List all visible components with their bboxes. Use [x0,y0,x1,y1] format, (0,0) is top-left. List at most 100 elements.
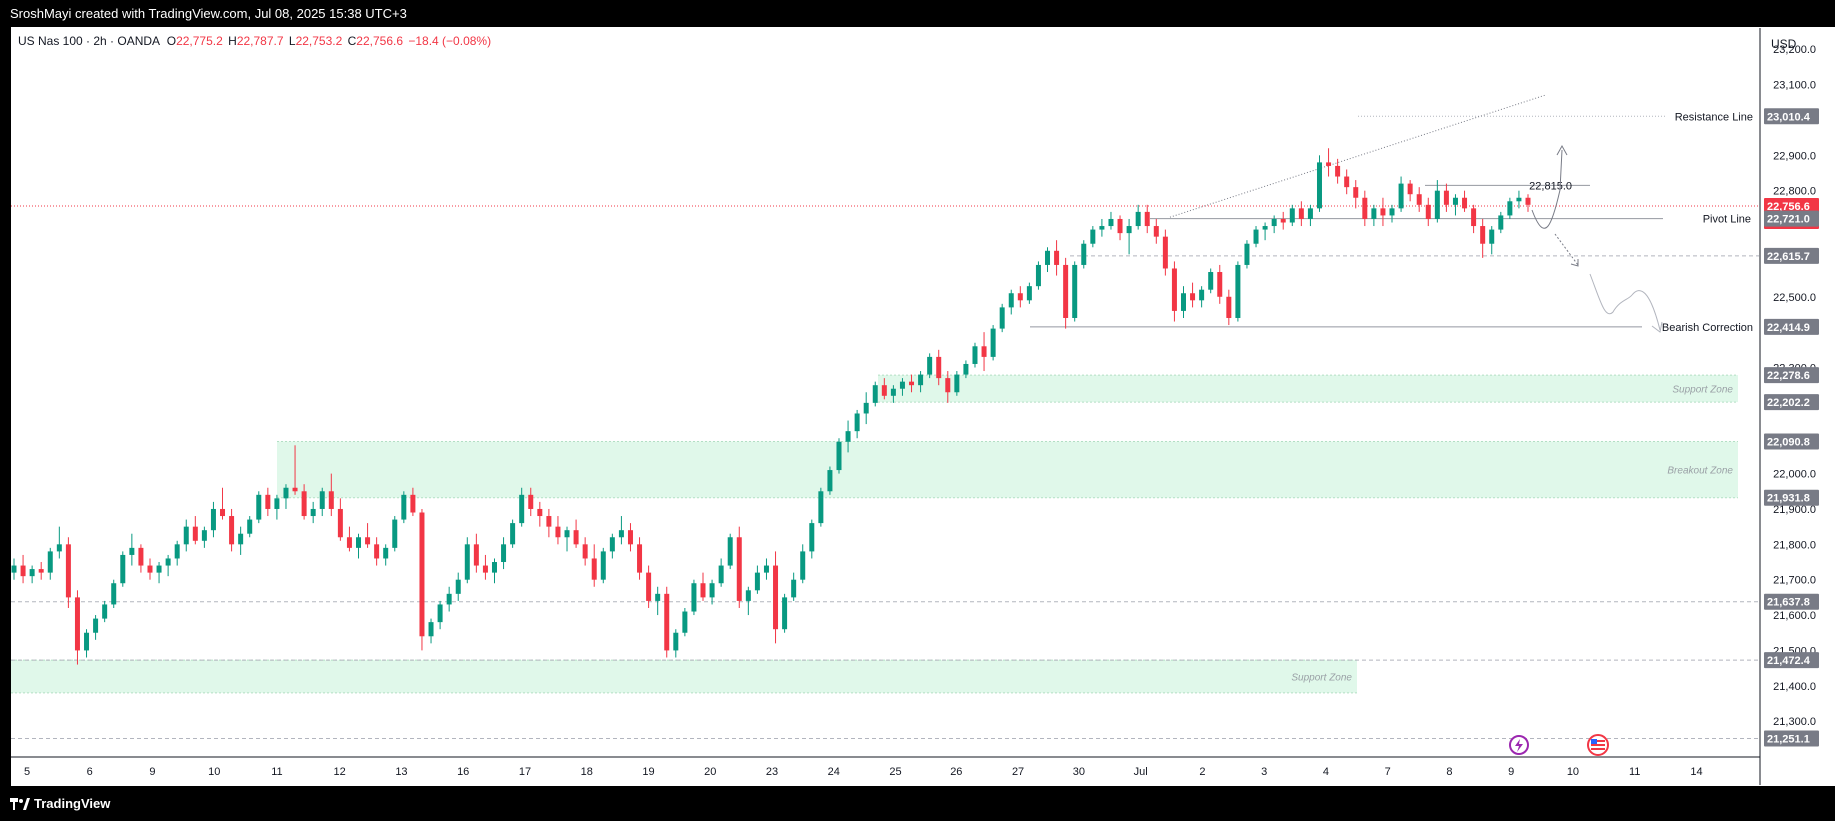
chart-area[interactable] [11,27,1835,786]
candle-body [437,604,443,623]
candle [763,558,769,580]
candle-body [691,583,697,612]
candle-body [1081,243,1087,265]
candle [899,378,905,396]
lightning-event-icon[interactable] [1509,735,1529,755]
candle [1371,204,1377,227]
candle [247,516,253,538]
candle-body [29,569,35,577]
candle-body [1271,218,1277,227]
candle [972,342,978,368]
bearish-arrow-head-1 [1570,259,1579,267]
candle-body [1072,264,1078,318]
high-label: H [228,34,237,48]
drawings-layer [1169,94,1663,333]
us-flag-stripe[interactable] [1591,744,1605,746]
candle-body [1008,293,1014,308]
candle [1425,197,1431,227]
candle-body [192,526,198,541]
price-tick-label: 21,600.0 [1773,610,1816,622]
candle [192,516,198,545]
candle [156,562,162,584]
candle-body [1362,197,1368,219]
us-flag-stripe[interactable] [1591,748,1605,750]
candle-body [936,356,942,379]
candle-body [519,494,525,524]
candle [319,487,325,517]
candle [428,618,434,644]
time-tick-label: 11 [1629,766,1640,778]
candle-body [736,537,742,601]
lightning-icon[interactable] [1515,739,1523,752]
candle [573,519,579,548]
us-flag-stripe[interactable] [1591,740,1605,742]
candle-body [1171,268,1177,311]
candle-body [156,565,162,573]
candle-body [528,494,534,509]
currency-label[interactable]: USD [1771,37,1797,51]
candle-body [1235,264,1241,318]
candle-body [374,544,380,559]
candle-body [1108,218,1114,227]
candle-body [47,551,53,573]
symbol-legend[interactable]: US Nas 100 · 2h · OANDA O22,775.2 H22,78… [18,34,491,48]
candle [727,533,733,570]
price-level-badge [1764,367,1819,384]
us-flag-canton[interactable] [1591,739,1597,744]
candle-body [165,558,171,566]
candle [510,519,516,548]
candle-body [1507,201,1513,216]
candle [854,409,860,439]
breakout-zone-label: Breakout Zone [1667,466,1733,477]
tradingview-logo-icon [10,797,30,810]
candle [56,526,62,559]
candle [419,508,425,651]
candle [1099,218,1105,237]
price-tick-label: 23,100.0 [1773,80,1816,92]
candle [519,487,525,527]
candle-body [346,537,352,548]
candle [582,537,588,566]
candle-body [909,381,915,386]
symbol-name[interactable]: US Nas 100 · 2h · OANDA [18,34,160,48]
resistance-line-label-bg [1665,109,1753,124]
candle [1153,218,1159,244]
candle-body [1017,293,1023,301]
candle [1144,204,1150,234]
bullish-arrow-head [1556,144,1568,156]
candle [1434,180,1440,223]
candle [1008,289,1014,315]
candle-body [1371,208,1377,219]
price-tick-label: 22,800.0 [1773,186,1816,198]
candle-body [1498,215,1504,230]
bearish-projection-path [1589,273,1661,331]
price-level-label: 21,472.4 [1767,655,1811,667]
candle [1226,289,1232,326]
candle [627,523,633,552]
candle [274,494,280,520]
candle [1507,197,1513,219]
candle-body [845,431,851,442]
candle [736,526,742,608]
us-flag-event-icon[interactable] [1587,734,1609,756]
candle [1017,286,1023,308]
resistance-trendline [1169,94,1546,218]
time-tick-label: 9 [1508,766,1514,778]
time-tick-label: 11 [271,766,282,778]
candle [845,420,851,453]
candle [1280,211,1286,230]
candle [890,385,896,403]
candle-body [1180,293,1186,311]
candle-body [274,498,280,509]
attribution-bar: SroshMayi created with TradingView.com, … [0,0,1835,27]
candle-body [1126,226,1132,234]
candle-body [818,491,824,524]
pivot-line-label: Pivot Line [1703,214,1751,226]
candle [138,544,144,573]
candle [646,565,652,608]
candle-body [1471,208,1477,227]
candle [1335,158,1341,184]
candle [945,371,951,403]
candle-body [1398,183,1404,209]
